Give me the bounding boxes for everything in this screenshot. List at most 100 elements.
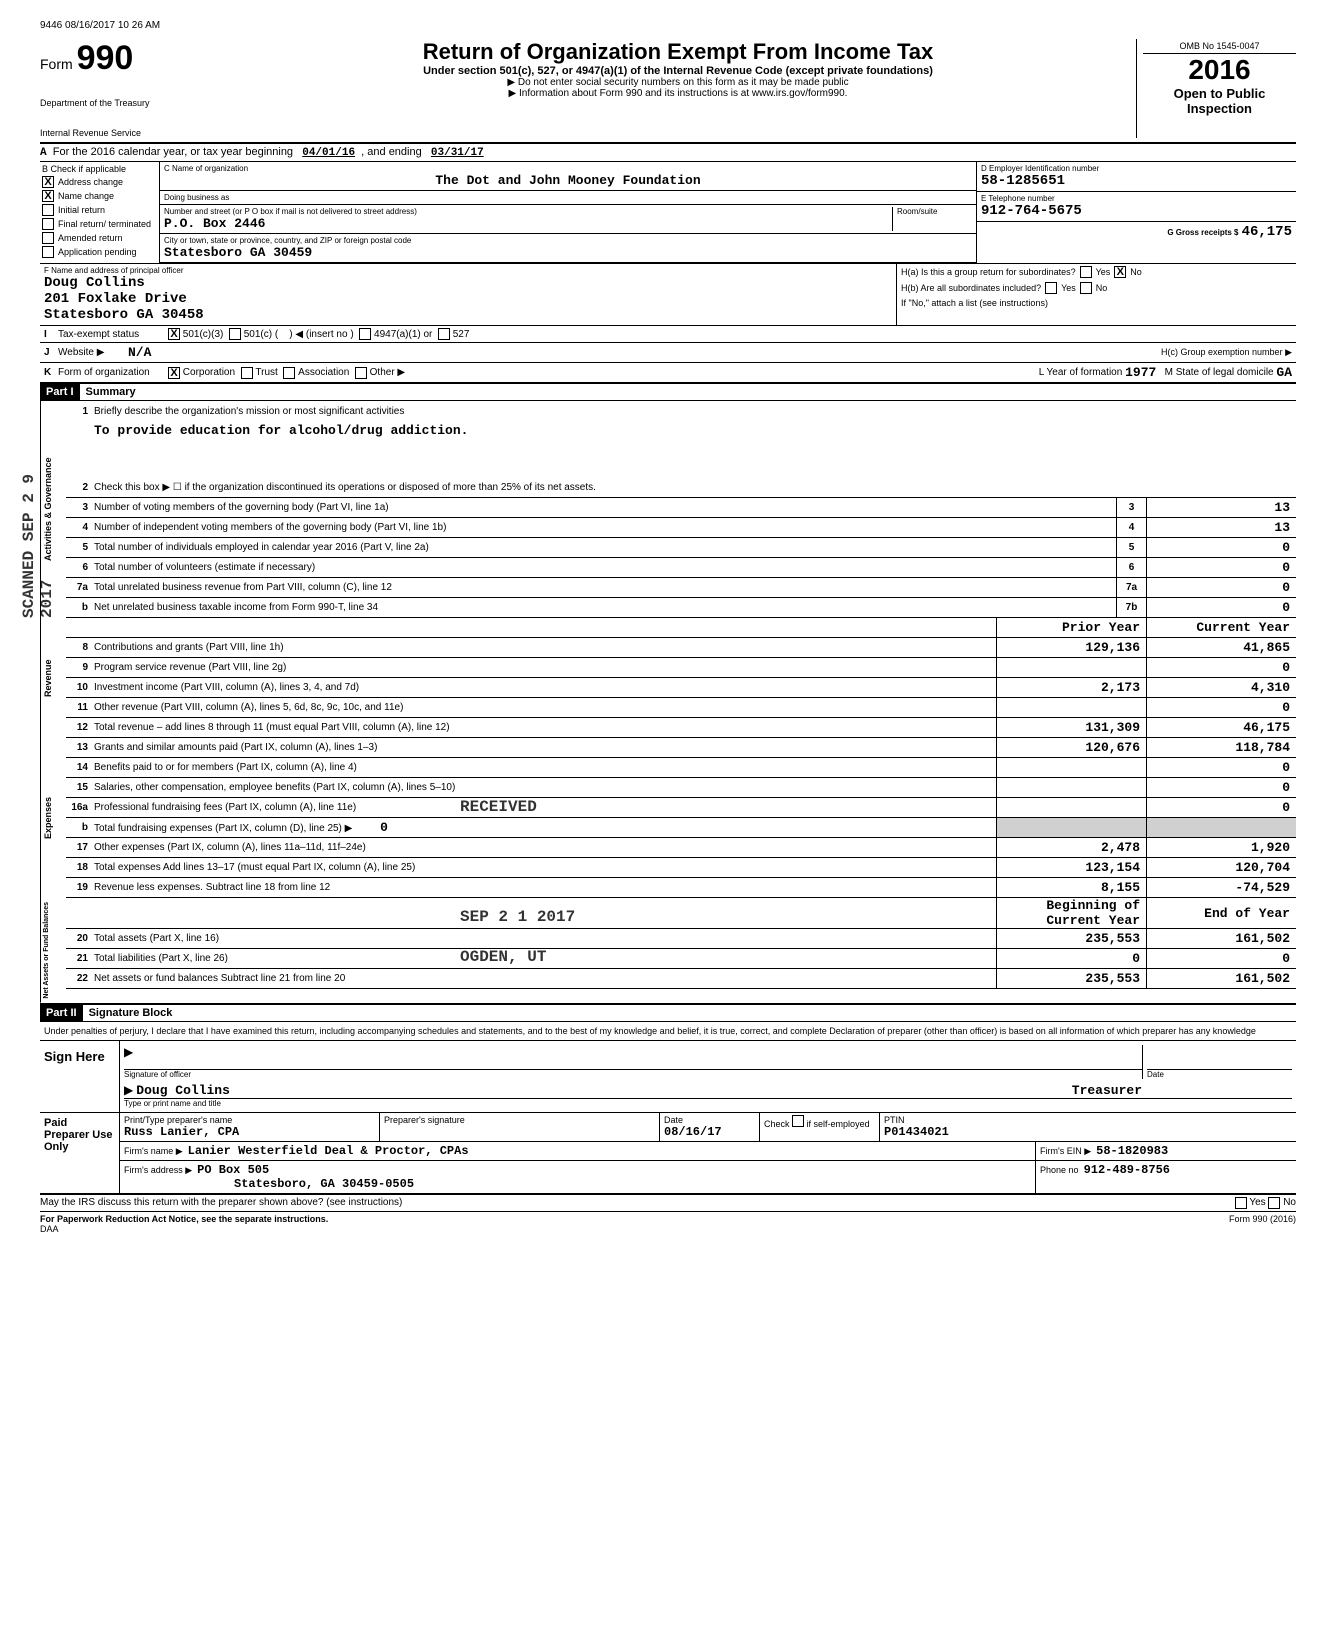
line16b-val: 0 [380, 820, 388, 835]
mission-text: To provide education for alcohol/drug ad… [66, 421, 1296, 438]
irs-no-box[interactable] [1268, 1197, 1280, 1209]
line21-prior: 0 [996, 949, 1146, 968]
ha-no-box[interactable]: X [1114, 266, 1126, 278]
ha-label: H(a) Is this a group return for subordin… [901, 267, 1076, 277]
opt-other: Other ▶ [370, 367, 405, 378]
hb-yes-box[interactable] [1045, 282, 1057, 294]
officer-name: Doug Collins [44, 275, 892, 291]
checkbox-label-0: Address change [58, 177, 123, 187]
col-b-header: B Check if applicable [42, 164, 157, 174]
hb-label: H(b) Are all subordinates included? [901, 283, 1041, 293]
paid-preparer-label: Paid Preparer Use Only [40, 1113, 120, 1193]
city-state-zip: Statesboro GA 30459 [164, 245, 972, 260]
line9-curr: 0 [1146, 658, 1296, 677]
form-subtitle: Under section 501(c), 527, or 4947(a)(1)… [220, 65, 1136, 77]
line10-text: Investment income (Part VIII, column (A)… [94, 680, 996, 695]
ptin-label: PTIN [884, 1115, 1292, 1125]
line5-text: Total number of individuals employed in … [94, 540, 1116, 555]
line8-text: Contributions and grants (Part VIII, lin… [94, 640, 996, 655]
assoc-box[interactable] [283, 367, 295, 379]
line22-prior: 235,553 [996, 969, 1146, 988]
dept-irs: Internal Revenue Service [40, 128, 220, 138]
line16b-prior [996, 818, 1146, 837]
line4-num: 4 [66, 522, 94, 533]
prep-name: Russ Lanier, CPA [124, 1125, 375, 1139]
lineb-box: 7b [1116, 598, 1146, 617]
checkbox-1[interactable]: X [42, 190, 54, 202]
pra-notice: For Paperwork Reduction Act Notice, see … [40, 1214, 328, 1224]
4947-box[interactable] [359, 328, 371, 340]
omb-number: OMB No 1545-0047 [1143, 39, 1296, 54]
current-year-header: Current Year [1146, 618, 1296, 637]
row-a: A For the 2016 calendar year, or tax yea… [40, 144, 1296, 162]
part2-header-row: Part II Signature Block [40, 1005, 1296, 1022]
trust-box[interactable] [241, 367, 253, 379]
line11-num: 11 [66, 702, 94, 713]
checkbox-2[interactable] [42, 204, 54, 216]
line6-num: 6 [66, 562, 94, 573]
line19-num: 19 [66, 882, 94, 893]
street-address: P.O. Box 2446 [164, 216, 892, 231]
527-box[interactable] [438, 328, 450, 340]
lineb-text: Net unrelated business taxable income fr… [94, 600, 1116, 615]
officer-title: Treasurer [1072, 1083, 1142, 1098]
checkbox-5[interactable] [42, 246, 54, 258]
opt-4947: 4947(a)(1) or [374, 329, 432, 340]
checkbox-3[interactable] [42, 218, 54, 230]
line8-num: 8 [66, 642, 94, 653]
opt-trust: Trust [255, 367, 277, 378]
tax-year-end: 03/31/17 [431, 147, 484, 159]
phone-value: 912-764-5675 [981, 203, 1292, 219]
row-k: K Form of organization X Corporation Tru… [40, 363, 1296, 384]
col-b: B Check if applicable XAddress changeXNa… [40, 162, 160, 263]
ha-yes-box[interactable] [1080, 266, 1092, 278]
row-k-lbl: K [44, 367, 58, 378]
line6-box: 6 [1116, 558, 1146, 577]
row-j: J Website ▶ N/A H(c) Group exemption num… [40, 343, 1296, 363]
info-note: ▶ Information about Form 990 and its ins… [220, 88, 1136, 99]
row-a-mid: , and ending [361, 146, 422, 158]
part1-header: Part I [40, 384, 80, 400]
self-employed-box[interactable] [792, 1115, 804, 1127]
line17-text: Other expenses (Part IX, column (A), lin… [94, 840, 996, 855]
irs-yes-box[interactable] [1235, 1197, 1247, 1209]
hb-no-box[interactable] [1080, 282, 1092, 294]
line13-prior: 120,676 [996, 738, 1146, 757]
checkbox-label-2: Initial return [58, 205, 105, 215]
vert-net: Net Assets or Fund Balances [40, 898, 66, 1003]
firm-name-label: Firm's name ▶ [124, 1146, 183, 1156]
perjury-text: Under penalties of perjury, I declare th… [40, 1022, 1296, 1041]
other-box[interactable] [355, 367, 367, 379]
col-spacer2 [94, 626, 996, 630]
line18-num: 18 [66, 862, 94, 873]
line17-num: 17 [66, 842, 94, 853]
tax-year-begin: 04/01/16 [302, 147, 355, 159]
line22-curr: 161,502 [1146, 969, 1296, 988]
line13-text: Grants and similar amounts paid (Part IX… [94, 740, 996, 755]
vert-expenses: Expenses [40, 738, 66, 898]
ptin-value: P01434021 [884, 1125, 1292, 1139]
prep-name-label: Print/Type preparer's name [124, 1115, 375, 1125]
line4-val: 13 [1146, 518, 1296, 537]
ein-label: D Employer Identification number [981, 164, 1292, 173]
line3-text: Number of voting members of the governin… [94, 500, 1116, 515]
501c-box[interactable] [229, 328, 241, 340]
insert-no: ◀ (insert no ) [295, 329, 353, 340]
line4-box: 4 [1116, 518, 1146, 537]
opt-corp: Corporation [183, 367, 235, 378]
sig-date-label: Date [1147, 1069, 1292, 1079]
block-bcde: B Check if applicable XAddress changeXNa… [40, 162, 1296, 264]
line3-num: 3 [66, 502, 94, 513]
line7a-text: Total unrelated business revenue from Pa… [94, 580, 1116, 595]
irs-yes: Yes [1249, 1197, 1265, 1209]
line15-text: Salaries, other compensation, employee b… [94, 780, 996, 795]
corp-box[interactable]: X [168, 367, 180, 379]
checkbox-0[interactable]: X [42, 176, 54, 188]
opt-501c: 501(c) [244, 329, 272, 340]
501c3-box[interactable]: X [168, 328, 180, 340]
line9-num: 9 [66, 662, 94, 673]
prep-date: 08/16/17 [664, 1125, 755, 1139]
checkbox-4[interactable] [42, 232, 54, 244]
line13-curr: 118,784 [1146, 738, 1296, 757]
line17-prior: 2,478 [996, 838, 1146, 857]
